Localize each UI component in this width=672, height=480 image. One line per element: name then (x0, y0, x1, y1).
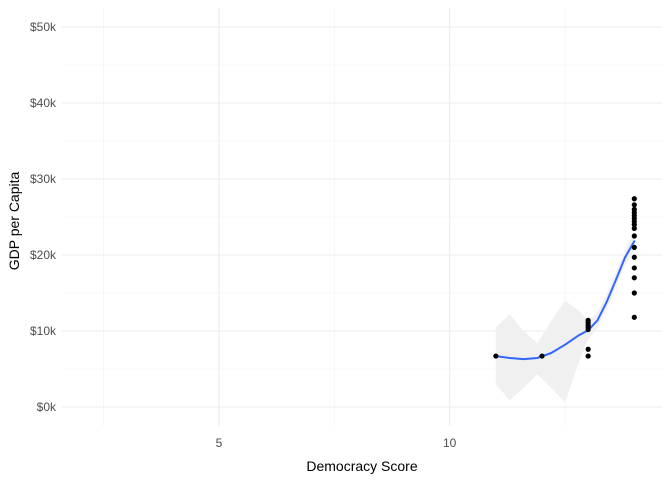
data-point (631, 233, 637, 239)
confidence-band (495, 232, 635, 403)
y-tick-label: $0k (37, 400, 57, 414)
y-tick-labels: $0k $10k $20k $30k $40k $50k (30, 20, 57, 414)
smooth-line-layer (494, 240, 636, 361)
data-point (493, 353, 499, 359)
points-layer (493, 196, 637, 359)
data-point (631, 196, 637, 202)
x-tick-labels: 5 10 (216, 436, 457, 450)
data-point (631, 206, 637, 212)
data-point (631, 265, 637, 271)
x-axis-title: Democracy Score (306, 458, 417, 474)
smooth-line (494, 240, 636, 361)
y-tick-label: $50k (30, 20, 57, 34)
data-point (585, 353, 591, 359)
data-point (539, 353, 545, 359)
y-tick-label: $20k (30, 248, 57, 262)
data-point (631, 225, 637, 231)
data-point (585, 317, 591, 323)
x-tick-label: 10 (443, 436, 457, 450)
data-point (585, 346, 591, 352)
data-point (631, 254, 637, 260)
x-tick-label: 5 (216, 436, 223, 450)
confidence-band-layer (495, 232, 635, 403)
data-point (631, 244, 637, 250)
y-axis-title: GDP per Capita (6, 172, 22, 271)
data-point (631, 202, 637, 208)
y-tick-label: $10k (30, 324, 57, 338)
data-point (631, 290, 637, 296)
data-point (631, 275, 637, 281)
data-point (631, 314, 637, 320)
y-tick-label: $40k (30, 96, 57, 110)
y-tick-label: $30k (30, 172, 57, 186)
